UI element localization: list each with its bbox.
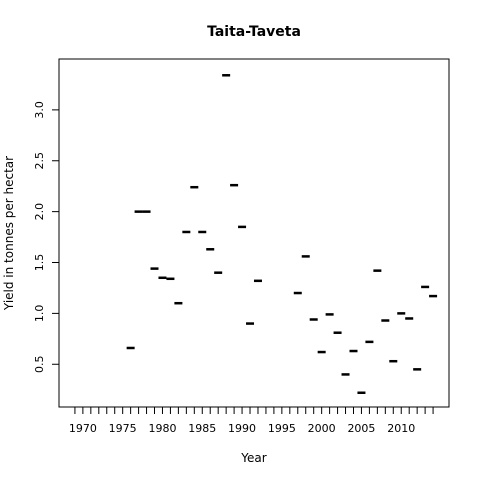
y-tick-label: 2.0: [33, 203, 46, 221]
chart-title: Taita-Taveta: [207, 24, 301, 40]
x-tick-label: 2000: [308, 422, 336, 435]
x-tick-label: 2005: [347, 422, 375, 435]
x-tick-label: 2010: [387, 422, 415, 435]
y-tick-label: 0.5: [33, 356, 46, 374]
y-tick-label: 1.5: [33, 254, 46, 272]
x-axis: 1970 1975 1980 1985 1990 1995 2000 2005 2010: [69, 407, 434, 435]
y-tick-label: 1.0: [33, 305, 46, 323]
y-axis-label: Yield in tonnes per hectar: [2, 156, 16, 311]
y-tick-label: 3.0: [33, 101, 46, 119]
x-tick-label: 1975: [109, 422, 137, 435]
y-axis: 0.5 1.0 1.5 2.0 2.5 3.0: [33, 101, 59, 373]
x-tick-label: 1995: [268, 422, 296, 435]
x-tick-label: 1970: [69, 422, 97, 435]
x-tick-label: 1980: [148, 422, 176, 435]
x-axis-label: Year: [240, 451, 266, 465]
y-tick-label: 2.5: [33, 152, 46, 170]
x-tick-label: 1985: [188, 422, 216, 435]
data-points: [126, 74, 438, 395]
plot-frame: [58, 58, 450, 408]
x-tick-label: 1990: [228, 422, 256, 435]
